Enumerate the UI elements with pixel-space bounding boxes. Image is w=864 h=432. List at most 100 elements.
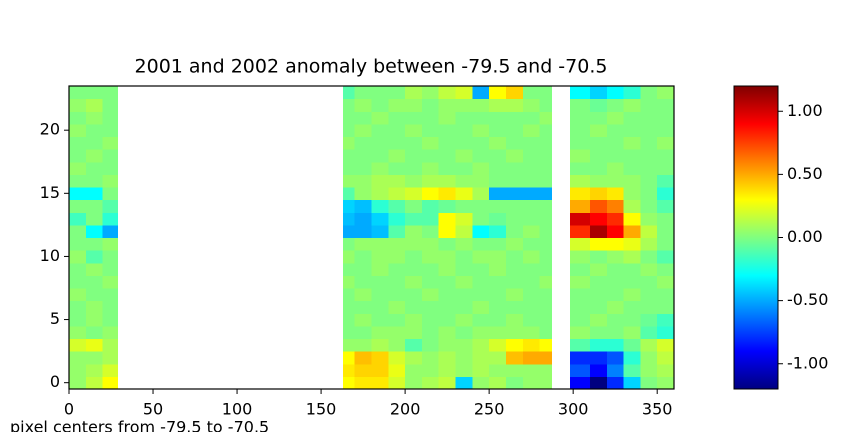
heatmap-cell (342, 325, 356, 339)
heatmap-cell (640, 300, 658, 314)
heatmap-cell (69, 250, 87, 264)
heatmap-cell (623, 123, 641, 137)
heatmap-cell (505, 212, 524, 226)
heatmap-cell (405, 123, 423, 137)
heatmap-cell (455, 123, 473, 137)
heatmap-cell (438, 237, 457, 251)
heatmap-cell (438, 262, 457, 276)
heatmap-cell (102, 86, 119, 100)
y-tick-label: 15 (40, 183, 60, 202)
heatmap-cell (69, 275, 87, 289)
heatmap-cell (657, 86, 675, 100)
heatmap-cell (640, 149, 658, 163)
heatmap-cell (657, 376, 675, 390)
heatmap-cell (606, 262, 625, 276)
heatmap-cell (342, 288, 356, 302)
heatmap-cell (455, 300, 473, 314)
heatmap-cell (421, 363, 440, 377)
heatmap-cell (405, 224, 423, 238)
heatmap-cell (102, 288, 119, 302)
heatmap-cell (539, 199, 552, 213)
heatmap-cell (522, 275, 541, 289)
heatmap-cell (589, 300, 608, 314)
heatmap-cell (354, 363, 372, 377)
heatmap-cell (405, 288, 423, 302)
heatmap-cell (539, 212, 552, 226)
heatmap-cell (405, 262, 423, 276)
heatmap-cell (640, 313, 658, 327)
heatmap-cell (102, 224, 119, 238)
heatmap-cell (405, 250, 423, 264)
heatmap-cell (405, 351, 423, 365)
heatmap-cell (405, 300, 423, 314)
heatmap-cell (388, 250, 406, 264)
heatmap-cell (102, 237, 119, 251)
heatmap-cell (489, 86, 507, 100)
heatmap-cell (85, 300, 104, 314)
heatmap-cell (472, 250, 490, 264)
heatmap-cell (640, 111, 658, 125)
heatmap-cell (405, 98, 423, 112)
heatmap-cell (438, 123, 457, 137)
heatmap-cell (589, 351, 608, 365)
heatmap-cell (342, 174, 356, 188)
heatmap-cell (505, 161, 524, 175)
colorbar-tick-label: 1.00 (787, 101, 823, 120)
heatmap-cell (438, 199, 457, 213)
heatmap-cell (472, 325, 490, 339)
heatmap-cell (405, 363, 423, 377)
heatmap-cell (569, 136, 591, 150)
heatmap-cell (606, 149, 625, 163)
heatmap-cell (539, 351, 552, 365)
heatmap-cell (505, 199, 524, 213)
heatmap-cell (85, 123, 104, 137)
heatmap-cell (421, 313, 440, 327)
heatmap-cell (623, 300, 641, 314)
heatmap-cell (69, 338, 87, 352)
heatmap-cell (623, 237, 641, 251)
heatmap-cell (405, 376, 423, 390)
heatmap-cell (657, 288, 675, 302)
heatmap-cell (85, 86, 104, 100)
heatmap-cell (69, 111, 87, 125)
heatmap-cell (505, 250, 524, 264)
heatmap-cell (589, 363, 608, 377)
heatmap-cell (522, 86, 541, 100)
heatmap-cell (421, 376, 440, 390)
heatmap-cell (421, 86, 440, 100)
heatmap-cell (405, 199, 423, 213)
heatmap-cell (421, 338, 440, 352)
heatmap-cell (438, 136, 457, 150)
heatmap-cell (421, 123, 440, 137)
heatmap-cell (342, 363, 356, 377)
heatmap-cell (455, 250, 473, 264)
chart-title: 2001 and 2002 anomaly between -79.5 and … (135, 56, 608, 78)
heatmap-cell (589, 224, 608, 238)
heatmap-cell (606, 237, 625, 251)
heatmap-cell (388, 313, 406, 327)
heatmap-cell (623, 187, 641, 201)
heatmap-cell (102, 376, 119, 390)
heatmap-cell (85, 351, 104, 365)
heatmap-cell (421, 212, 440, 226)
heatmap-cell (342, 224, 356, 238)
heatmap-cell (569, 199, 591, 213)
heatmap-cell (539, 149, 552, 163)
heatmap-cell (371, 325, 389, 339)
heatmap-cell (69, 161, 87, 175)
heatmap-cell (371, 149, 389, 163)
heatmap-cell (371, 136, 389, 150)
heatmap-cell (522, 212, 541, 226)
heatmap-cell (606, 123, 625, 137)
heatmap-cell (539, 123, 552, 137)
heatmap-cell (569, 325, 591, 339)
heatmap-cell (522, 313, 541, 327)
heatmap-cell (69, 123, 87, 137)
heatmap-cell (371, 224, 389, 238)
heatmap-cell (657, 325, 675, 339)
heatmap-cell (85, 161, 104, 175)
heatmap-cell (522, 98, 541, 112)
heatmap-cell (69, 199, 87, 213)
heatmap-cell (589, 174, 608, 188)
heatmap-cell (85, 376, 104, 390)
